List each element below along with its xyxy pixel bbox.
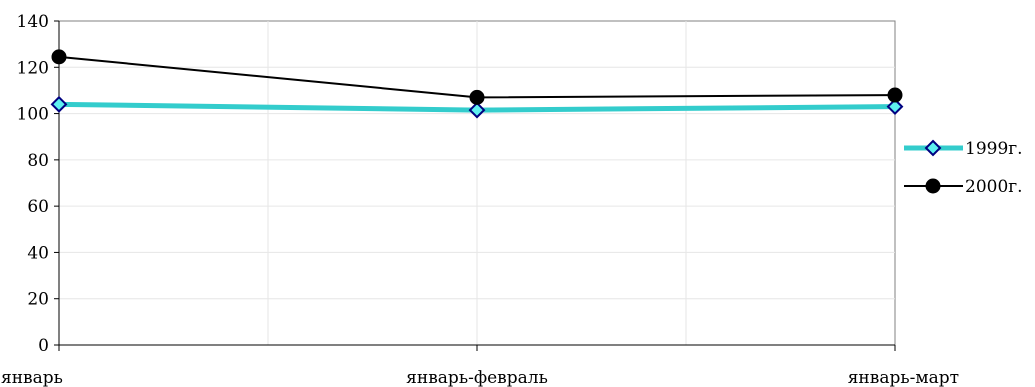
data-point-0: [886, 98, 904, 116]
x-axis: январь январь-февраль январь-март: [1, 344, 959, 387]
data-point-1: [51, 49, 67, 65]
y-tick-label: 60: [27, 197, 49, 217]
series-group: [50, 49, 904, 119]
grid: [59, 21, 895, 345]
legend-marker-0: [924, 139, 942, 157]
x-tick-label: январь-март: [848, 368, 959, 387]
data-point-0: [468, 101, 486, 119]
x-tick-label: январь: [1, 368, 63, 387]
legend-label: 2000г.: [965, 177, 1023, 197]
data-point-0: [50, 95, 68, 113]
y-tick-label: 80: [27, 151, 49, 171]
y-axis: 0 20 40 60 80 100 120 140: [17, 12, 60, 356]
data-point-1: [469, 89, 485, 105]
data-point-1: [887, 87, 903, 103]
x-tick-label: январь-февраль: [406, 368, 548, 387]
legend: 1999г. 2000г.: [904, 139, 1023, 197]
y-tick-label: 140: [17, 12, 49, 32]
legend-label: 1999г.: [965, 139, 1023, 159]
y-tick-label: 100: [17, 105, 49, 125]
y-tick-label: 40: [27, 243, 49, 263]
legend-marker-1: [925, 178, 941, 194]
y-tick-label: 0: [38, 336, 49, 356]
y-tick-label: 20: [27, 290, 49, 310]
y-tick-label: 120: [17, 58, 49, 78]
